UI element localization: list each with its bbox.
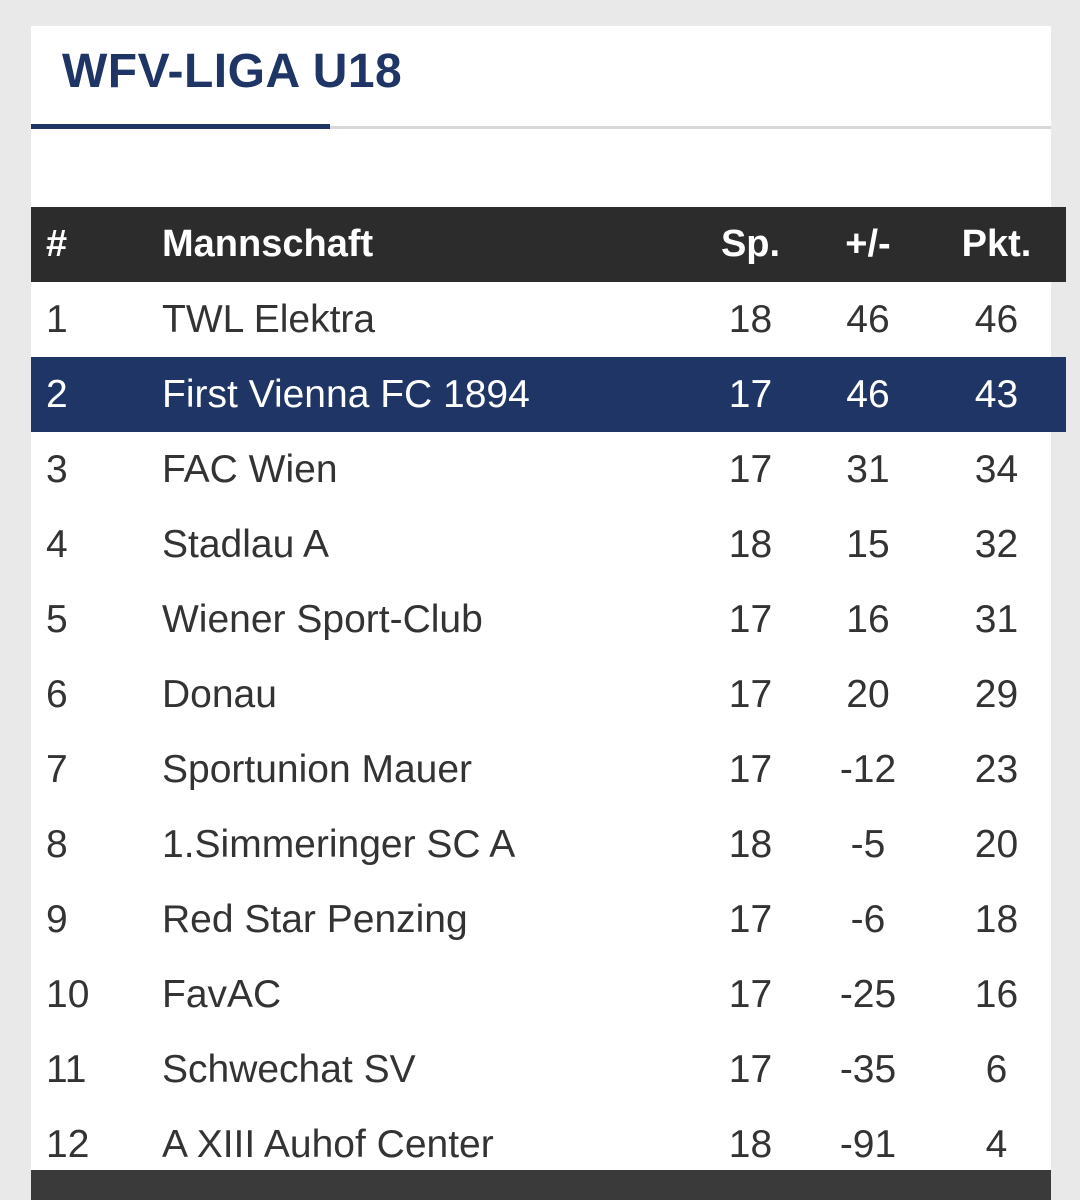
row-team-name: FavAC [162,972,282,1016]
header-rank: # [46,223,68,265]
row-rank: 9 [46,897,68,941]
row-rank: 8 [46,822,68,866]
row-games-played: 17 [728,597,773,641]
row-goal-difference: 46 [846,372,890,416]
row-points: 4 [985,1122,1008,1166]
title-underline-accent [31,124,330,129]
table-row[interactable]: 12 A XIII Auhof Center 18 -91 4 [31,1107,1066,1182]
standings-card: WFV-LIGA U18 # Mannschaft Sp. +/- Pkt. 1… [31,26,1066,1200]
row-team-name: Donau [162,672,277,716]
row-team-name: A XIII Auhof Center [162,1122,494,1166]
row-goal-difference: 20 [846,672,890,716]
row-games-played: 17 [728,972,773,1016]
table-row[interactable]: 6 Donau 17 20 29 [31,657,1066,732]
header-played: Sp. [720,223,781,265]
row-team-name: Wiener Sport-Club [162,597,483,641]
row-rank: 1 [46,297,68,341]
row-games-played: 18 [728,522,773,566]
table-row[interactable]: 5 Wiener Sport-Club 17 16 31 [31,582,1066,657]
row-rank: 11 [46,1047,87,1091]
table-row[interactable]: 1 TWL Elektra 18 46 46 [31,282,1066,357]
row-rank: 12 [46,1122,90,1166]
table-row[interactable]: 8 1.Simmeringer SC A 18 -5 20 [31,807,1066,882]
table-header-row: # Mannschaft Sp. +/- Pkt. [31,207,1066,282]
row-points: 18 [974,897,1019,941]
row-team-name: TWL Elektra [162,297,376,341]
row-team-name: First Vienna FC 1894 [162,372,530,416]
header-points: Pkt. [961,223,1032,265]
row-rank: 10 [46,972,90,1016]
header-team: Mannschaft [162,223,374,265]
table-body: 1 TWL Elektra 18 46 46 2 First Vienna FC 1894 1… [31,282,1066,1182]
row-goal-difference: -91 [839,1122,897,1166]
header-goal-difference: +/- [845,223,891,265]
row-goal-difference: 31 [846,447,890,491]
page-title: WFV-LIGA U18 [62,45,403,98]
row-goal-difference: -6 [850,897,886,941]
row-points: 31 [974,597,1019,641]
standings-table: # Mannschaft Sp. +/- Pkt. 1 TWL Elektra 18… [31,207,1066,1182]
row-games-played: 17 [728,672,773,716]
row-points: 23 [974,747,1019,791]
row-points: 43 [974,372,1019,416]
row-goal-difference: -35 [839,1047,897,1091]
row-team-name: Sportunion Mauer [162,747,473,791]
row-rank: 4 [46,522,68,566]
table-footer-bar [31,1170,1051,1200]
row-rank: 6 [46,672,68,716]
table-row[interactable]: 11 Schwechat SV 17 -35 6 [31,1032,1066,1107]
row-team-name: FAC Wien [162,447,338,491]
row-goal-difference: -12 [839,747,897,791]
row-rank: 5 [46,597,68,641]
table-row[interactable]: 2 First Vienna FC 1894 17 46 43 [31,357,1066,432]
row-goal-difference: 15 [846,522,890,566]
row-games-played: 17 [728,747,773,791]
row-goal-difference: -25 [839,972,897,1016]
table-row[interactable]: 9 Red Star Penzing 17 -6 18 [31,882,1066,957]
row-games-played: 18 [728,822,773,866]
table-row[interactable]: 3 FAC Wien 17 31 34 [31,432,1066,507]
row-rank: 3 [46,447,68,491]
row-games-played: 17 [728,897,773,941]
row-team-name: Stadlau A [162,522,329,566]
row-games-played: 18 [728,1122,773,1166]
row-team-name: 1.Simmeringer SC A [162,822,516,866]
row-games-played: 17 [728,447,773,491]
row-games-played: 17 [728,372,773,416]
title-section: WFV-LIGA U18 [31,26,1051,129]
row-rank: 7 [46,747,68,791]
row-goal-difference: -5 [850,822,886,866]
table-row[interactable]: 7 Sportunion Mauer 17 -12 23 [31,732,1066,807]
row-points: 20 [974,822,1019,866]
row-points: 32 [974,522,1019,566]
row-goal-difference: 16 [846,597,890,641]
row-points: 6 [985,1047,1008,1091]
row-team-name: Schwechat SV [162,1047,416,1091]
row-games-played: 18 [728,297,773,341]
table-row[interactable]: 10 FavAC 17 -25 16 [31,957,1066,1032]
row-goal-difference: 46 [846,297,890,341]
row-rank: 2 [46,372,68,416]
row-points: 46 [974,297,1019,341]
row-games-played: 17 [728,1047,773,1091]
row-points: 29 [974,672,1019,716]
row-points: 34 [974,447,1019,491]
row-points: 16 [974,972,1019,1016]
table-row[interactable]: 4 Stadlau A 18 15 32 [31,507,1066,582]
table-header: # Mannschaft Sp. +/- Pkt. [31,207,1066,282]
row-team-name: Red Star Penzing [162,897,468,941]
